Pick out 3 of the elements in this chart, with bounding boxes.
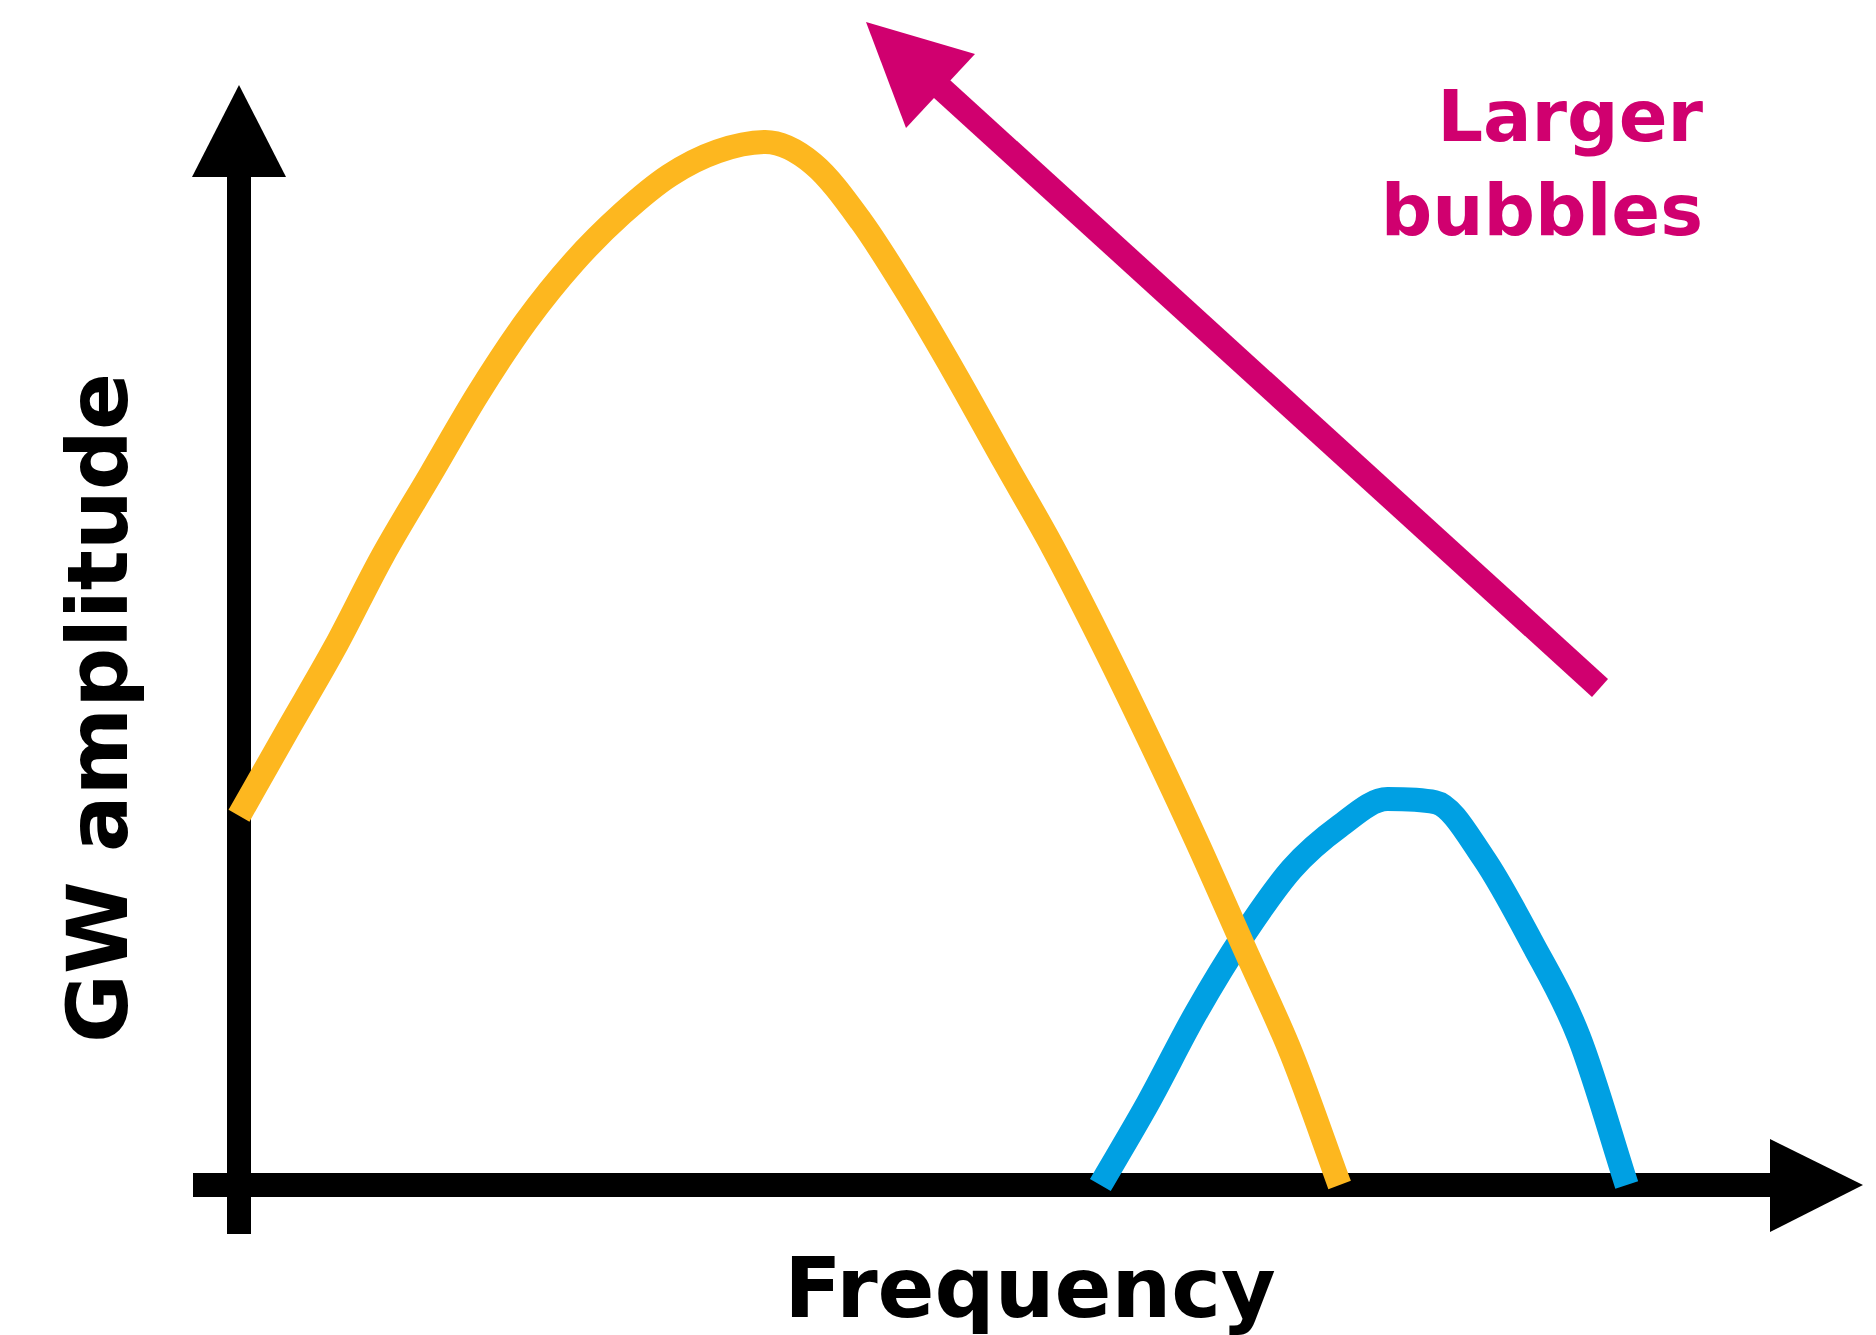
annotation: Larger bubbles: [1379, 73, 1703, 254]
y-axis-title: GW amplitude: [49, 373, 147, 1043]
x-axis-title: Frequency: [784, 1239, 1276, 1335]
